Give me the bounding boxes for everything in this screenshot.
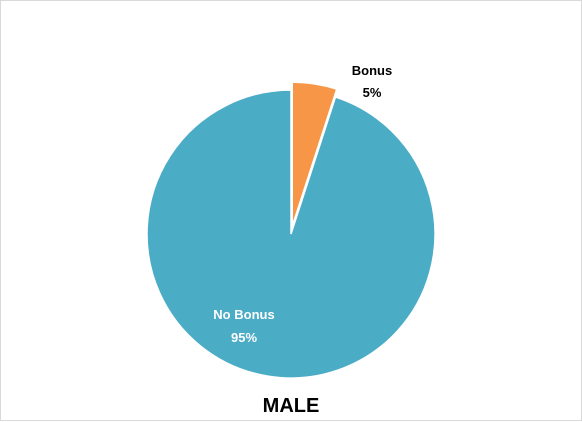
- slice-label-bonus-percent: 5%: [363, 85, 382, 100]
- slice-label-no-bonus-percent: 95%: [231, 330, 257, 345]
- pie-slices: [146, 81, 436, 379]
- chart-title: MALE: [263, 395, 320, 417]
- pie-slice-no-bonus: [146, 89, 436, 379]
- slice-label-bonus-name: Bonus: [352, 63, 392, 78]
- slice-label-no-bonus-name: No Bonus: [213, 307, 274, 322]
- pie-slice-bonus: [291, 81, 338, 227]
